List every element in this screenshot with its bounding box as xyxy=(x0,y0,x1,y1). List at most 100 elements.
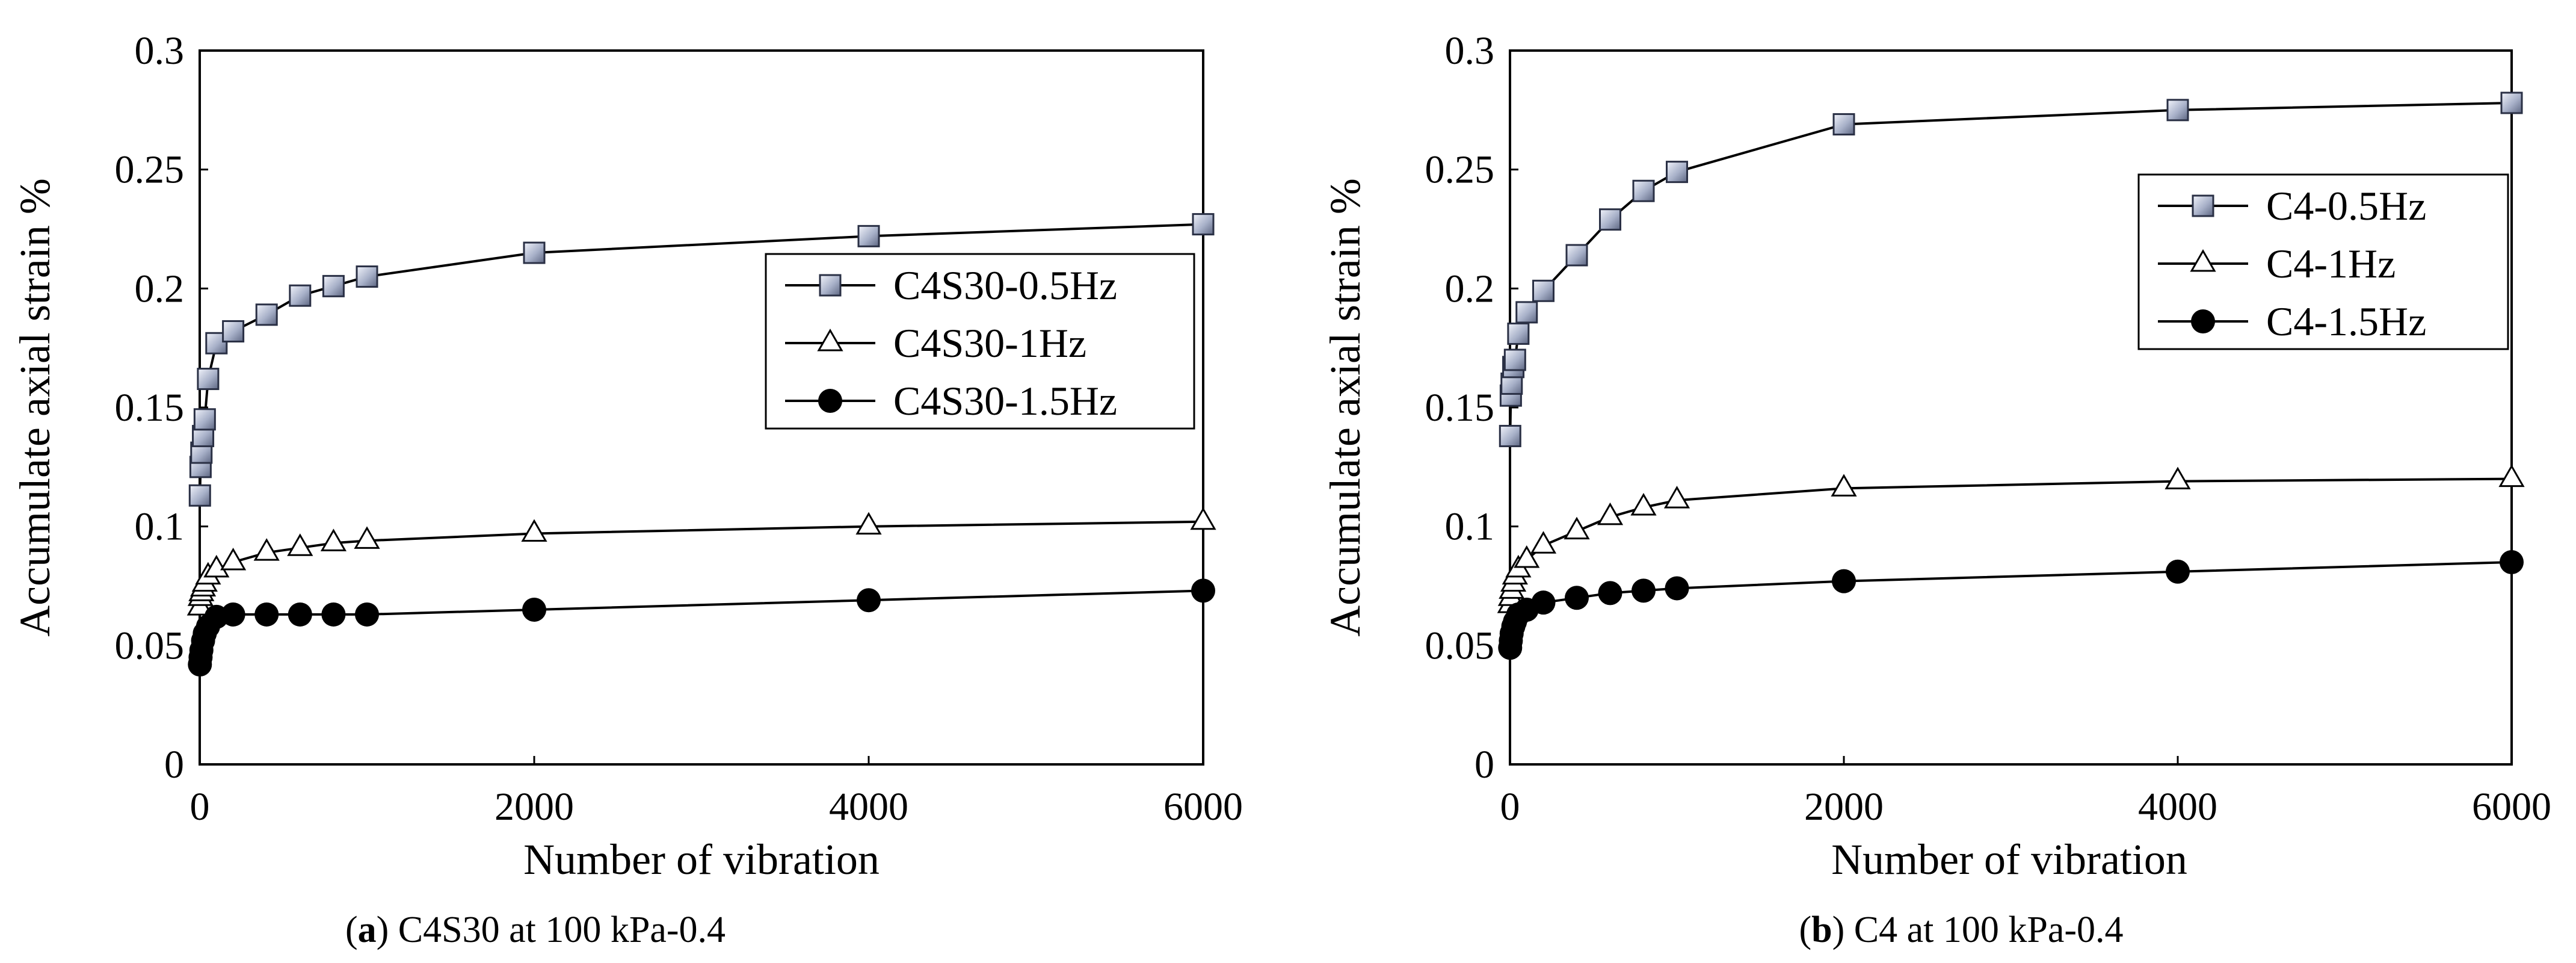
legend-a: C4S30-0.5Hz C4S30-1Hz C4S30-1.5Hz xyxy=(765,253,1195,430)
data-point-circle xyxy=(1632,578,1656,603)
x-tick-labels-a: 0 2000 4000 6000 xyxy=(190,785,1243,829)
data-point-circle xyxy=(1531,590,1556,615)
data-point-circle xyxy=(1191,578,1215,603)
data-point-circle xyxy=(2500,550,2524,574)
data-point-triangle xyxy=(287,533,313,556)
legend-label: C4-1Hz xyxy=(2266,241,2396,286)
x-tick-label: 2000 xyxy=(1804,785,1884,829)
x-tick-label: 4000 xyxy=(829,785,908,829)
data-point-triangle xyxy=(1530,531,1557,554)
data-point-square xyxy=(1515,301,1538,324)
y-tick-label: 0.25 xyxy=(1425,148,1495,192)
y-tick-label: 0.05 xyxy=(115,624,185,667)
data-point-triangle xyxy=(1630,493,1657,516)
x-axis-label-b: Number of vibration xyxy=(1831,835,2187,884)
data-point-square xyxy=(197,368,220,391)
data-point-square xyxy=(523,241,546,264)
data-point-circle xyxy=(1665,576,1689,601)
legend-marker-circle xyxy=(818,389,842,413)
y-axis-label-b: Accumulate axial strain % xyxy=(1321,178,1369,637)
data-point-triangle xyxy=(203,554,230,578)
caption-label-b: b xyxy=(1811,909,1832,950)
x-tick-label: 6000 xyxy=(2472,785,2551,829)
y-tick-label: 0.3 xyxy=(135,29,185,73)
x-tick-labels-b: 0 2000 4000 6000 xyxy=(1500,785,2552,829)
data-point-circle xyxy=(857,588,881,613)
data-point-circle xyxy=(221,602,245,627)
legend-marker-triangle xyxy=(2190,249,2216,272)
data-point-circle xyxy=(321,602,346,627)
y-tick-label: 0.1 xyxy=(135,505,185,549)
legend-label: C4S30-1.5Hz xyxy=(893,378,1117,424)
legend-label: C4-0.5Hz xyxy=(2266,183,2426,229)
legend-b: C4-0.5Hz C4-1Hz C4-1.5Hz xyxy=(2137,173,2509,350)
data-point-triangle xyxy=(1564,516,1590,540)
y-axis-label-a: Accumulate axial strain % xyxy=(11,178,59,637)
data-point-square xyxy=(222,320,245,342)
data-point-triangle xyxy=(253,538,280,561)
data-point-square xyxy=(322,274,345,297)
plot-area-b xyxy=(1509,49,2513,766)
y-tick-label: 0.15 xyxy=(115,386,185,430)
data-point-triangle xyxy=(220,547,247,571)
x-tick-label: 6000 xyxy=(1163,785,1243,829)
caption-a: (a) C4S30 at 100 kPa-0.4 xyxy=(345,909,726,950)
data-point-triangle xyxy=(1514,545,1540,568)
x-axis-label-a: Number of vibration xyxy=(523,835,880,884)
data-point-triangle xyxy=(2498,464,2525,488)
y-tick-label: 0 xyxy=(1474,743,1494,787)
data-point-circle xyxy=(254,602,279,627)
y-tick-label: 0 xyxy=(164,743,184,787)
data-point-circle xyxy=(1565,586,1589,610)
y-tick-label: 0.05 xyxy=(1425,624,1495,667)
data-point-square xyxy=(1499,424,1521,447)
data-point-square xyxy=(1599,208,1621,231)
series-group-b xyxy=(1497,91,2525,660)
y-tick-label: 0.15 xyxy=(1425,386,1495,430)
data-point-square xyxy=(1632,179,1655,202)
series-group-a xyxy=(186,213,1216,677)
y-tick-label: 0.3 xyxy=(1445,29,1495,73)
data-point-circle xyxy=(1832,569,1856,593)
x-tick-label: 0 xyxy=(190,785,210,829)
legend-label: C4S30-0.5Hz xyxy=(893,262,1117,308)
y-tick-label: 0.2 xyxy=(1445,267,1495,311)
data-point-circle xyxy=(288,602,312,627)
data-point-square xyxy=(857,224,880,247)
data-point-triangle xyxy=(855,512,882,535)
data-point-square xyxy=(193,408,216,431)
data-point-square xyxy=(1565,244,1588,267)
y-tick-labels-a: 0 0.05 0.1 0.15 0.2 0.25 0.3 xyxy=(115,29,185,787)
data-point-square xyxy=(255,303,278,326)
chart-panel-b: 0 0.05 0.1 0.15 0.2 0.25 0.3 0 2000 4000… xyxy=(1321,29,2551,950)
data-point-square xyxy=(1532,279,1555,302)
y-tick-label: 0.2 xyxy=(135,267,185,311)
data-point-triangle xyxy=(1663,486,1690,509)
data-point-square xyxy=(2166,99,2189,122)
data-point-circle xyxy=(2166,559,2190,584)
caption-text-b: C4 at 100 kPa-0.4 xyxy=(1854,909,2124,950)
legend-label: C4S30-1Hz xyxy=(893,320,1086,366)
data-point-triangle xyxy=(2165,466,2191,490)
y-tick-labels-b: 0 0.05 0.1 0.15 0.2 0.25 0.3 xyxy=(1425,29,1495,787)
x-tick-label: 4000 xyxy=(2138,785,2217,829)
legend-marker-square xyxy=(819,274,842,297)
legend-marker-circle xyxy=(2191,309,2215,333)
y-tick-label: 0.1 xyxy=(1445,505,1495,549)
legend-marker-triangle xyxy=(817,328,843,351)
legend-label: C4-1.5Hz xyxy=(2266,299,2426,344)
data-point-square xyxy=(289,284,312,307)
y-tick-label: 0.25 xyxy=(115,148,185,192)
x-tick-label: 0 xyxy=(1500,785,1520,829)
data-point-triangle xyxy=(1190,507,1216,530)
data-point-square xyxy=(1832,113,1855,136)
data-point-triangle xyxy=(1831,474,1857,497)
data-point-square xyxy=(1192,213,1215,236)
data-point-square xyxy=(2500,91,2523,114)
data-point-triangle xyxy=(1597,502,1624,525)
data-point-triangle xyxy=(521,519,547,542)
data-point-triangle xyxy=(354,526,380,549)
data-point-circle xyxy=(355,602,379,627)
data-point-square xyxy=(1507,322,1530,345)
